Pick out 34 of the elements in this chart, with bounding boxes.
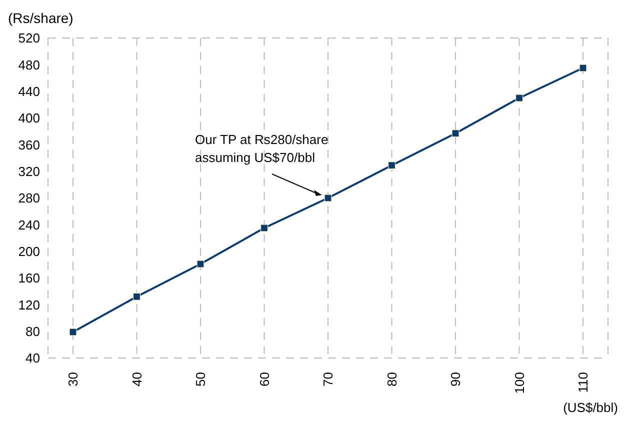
y-tick-label: 280 — [18, 190, 40, 206]
point — [515, 94, 524, 102]
x-tick-label: 50 — [193, 372, 208, 386]
x-tick-label: 90 — [448, 372, 463, 386]
y-tick-label: 160 — [18, 270, 40, 286]
y-tick-label: 320 — [18, 164, 40, 179]
x-axis-title: (US$/bbl) — [563, 400, 618, 415]
y-tick-label: 520 — [18, 30, 40, 46]
point — [196, 260, 204, 268]
x-tick-label: 60 — [256, 372, 272, 386]
x-tick-label: 100 — [512, 372, 527, 394]
y-tick-label: 200 — [18, 244, 40, 259]
point — [132, 292, 141, 300]
x-tick-label: 40 — [129, 372, 144, 386]
point — [69, 328, 77, 336]
y-axis-title: (Rs/share) — [8, 9, 74, 28]
point — [452, 130, 460, 138]
y-tick-label: 40 — [26, 350, 40, 366]
y-tick-label: 240 — [18, 217, 40, 232]
annotation: Our TP at Rs280/share assuming US$70/bbl — [195, 132, 328, 165]
x-tick-label: 30 — [66, 372, 80, 386]
y-tick-label: 360 — [18, 137, 40, 152]
y-tick-label: 400 — [18, 110, 40, 126]
point — [324, 194, 332, 202]
x-tick-label: 110 — [576, 372, 590, 393]
y-tick-label: 440 — [18, 84, 40, 99]
y-tick-label: 480 — [18, 57, 40, 72]
point — [388, 162, 396, 170]
point — [260, 224, 268, 232]
y-tick-label: 80 — [26, 324, 40, 339]
y-tick-label: 120 — [18, 297, 40, 312]
x-tick-label: 70 — [320, 372, 336, 386]
x-tick-label: 80 — [384, 372, 400, 386]
point — [579, 64, 587, 72]
